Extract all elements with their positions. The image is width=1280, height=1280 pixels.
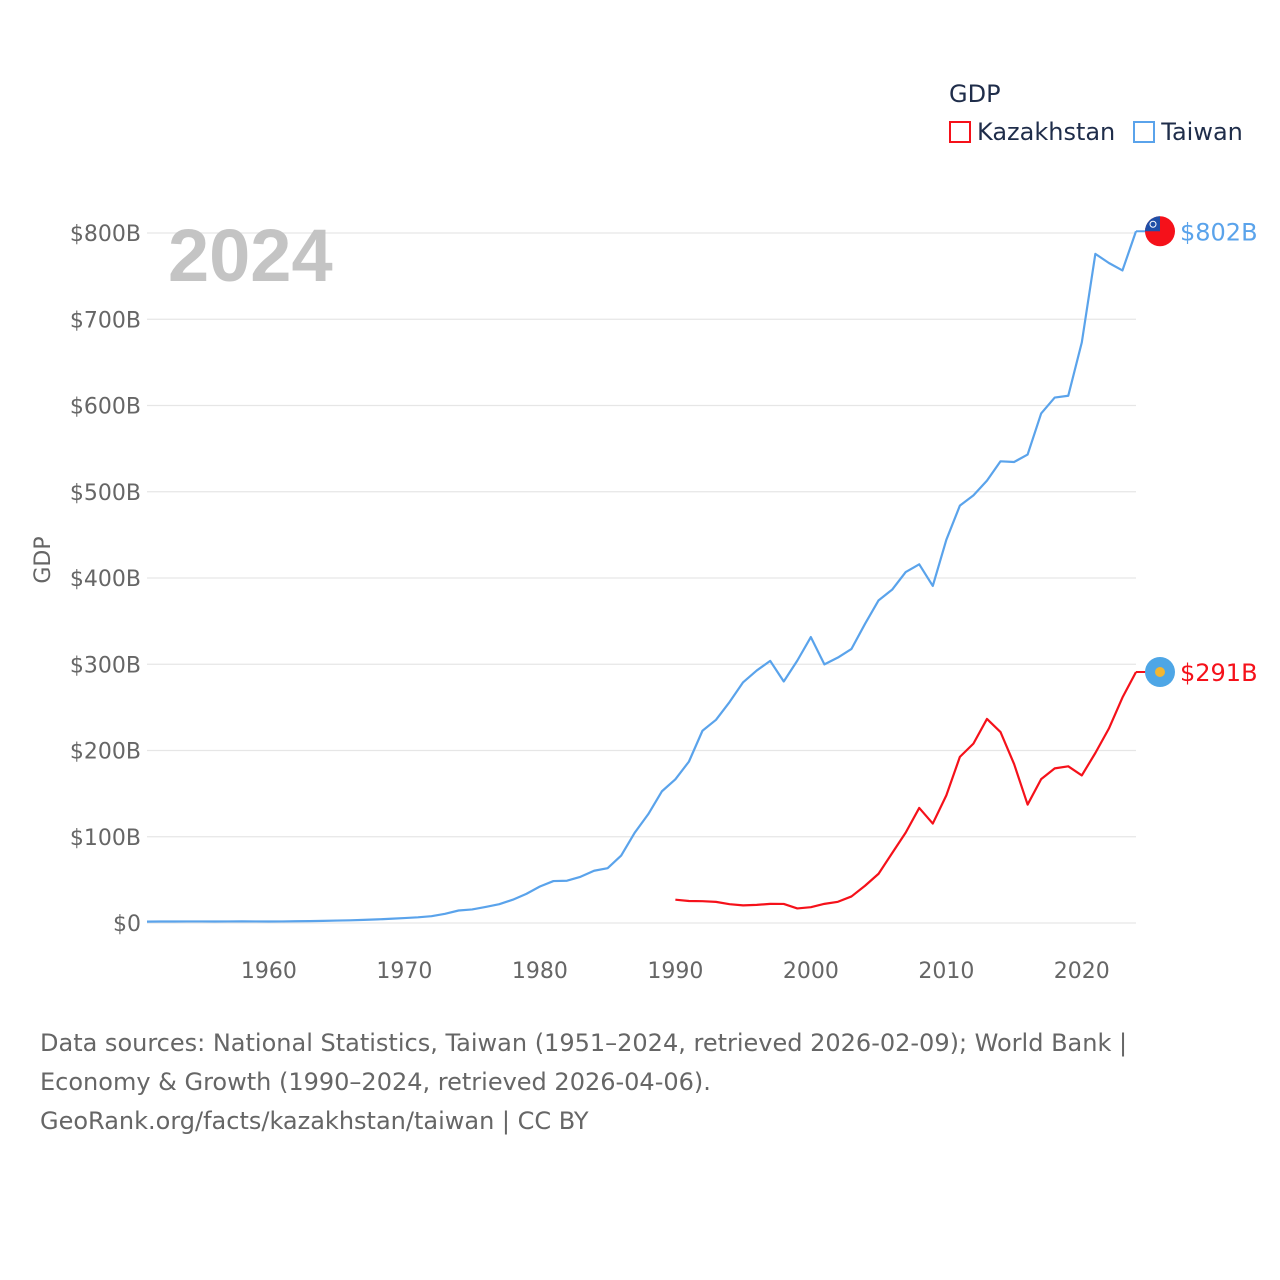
footer: Data sources: National Statistics, Taiwa… bbox=[40, 1024, 1240, 1141]
y-tick-label: $600B bbox=[70, 395, 141, 420]
x-tick-label: 1980 bbox=[512, 959, 568, 984]
y-tick-label: $800B bbox=[70, 222, 141, 247]
series-lines: $291B $802B bbox=[146, 216, 1258, 923]
y-tick-label: $400B bbox=[70, 567, 141, 592]
year-watermark: 2024 bbox=[168, 214, 333, 297]
y-tick-label: $200B bbox=[70, 740, 141, 765]
x-tick-label: 2010 bbox=[918, 959, 974, 984]
series-line-taiwan bbox=[146, 230, 1138, 923]
legend-swatch-kazakhstan bbox=[949, 121, 971, 143]
legend-label: Taiwan bbox=[1161, 118, 1243, 146]
y-tick-label: $700B bbox=[70, 308, 141, 333]
legend-title: GDP bbox=[949, 80, 1001, 108]
legend: GDP Kazakhstan Taiwan bbox=[949, 80, 1243, 146]
y-tick-label: $500B bbox=[70, 481, 141, 506]
y-tick-label: $300B bbox=[70, 653, 141, 678]
legend-item-taiwan[interactable]: Taiwan bbox=[1133, 118, 1243, 146]
x-tick-label: 2020 bbox=[1054, 959, 1110, 984]
legend-item-kazakhstan[interactable]: Kazakhstan bbox=[949, 118, 1115, 146]
data-sources: Data sources: National Statistics, Taiwa… bbox=[40, 1029, 1128, 1096]
x-tick-label: 1990 bbox=[647, 959, 703, 984]
attribution-link[interactable]: GeoRank.org/facts/kazakhstan/taiwan | CC… bbox=[40, 1107, 589, 1135]
x-tick-label: 2000 bbox=[783, 959, 839, 984]
y-tick-label: $0 bbox=[113, 912, 141, 937]
series-line-kazakhstan bbox=[675, 671, 1137, 910]
end-value-label-kazakhstan: $291B bbox=[1180, 659, 1258, 687]
x-tick-label: 1970 bbox=[376, 959, 432, 984]
x-tick-label: 1960 bbox=[241, 959, 297, 984]
flag-icon-kazakhstan bbox=[1145, 657, 1175, 688]
legend-swatch-taiwan bbox=[1133, 121, 1156, 143]
legend-label: Kazakhstan bbox=[977, 118, 1116, 146]
x-axis-ticks: 1960 1970 1980 1990 2000 2010 2020 bbox=[241, 959, 1110, 984]
end-value-label-taiwan: $802B bbox=[1180, 218, 1258, 246]
y-tick-label: $100B bbox=[70, 826, 141, 851]
y-axis-title: GDP bbox=[31, 536, 56, 583]
gridlines bbox=[147, 232, 1136, 924]
flag-icon-taiwan bbox=[1145, 216, 1175, 247]
y-axis-ticks: $0 $100B $200B $300B $400B $500B $600B $700B $80… bbox=[70, 222, 141, 937]
